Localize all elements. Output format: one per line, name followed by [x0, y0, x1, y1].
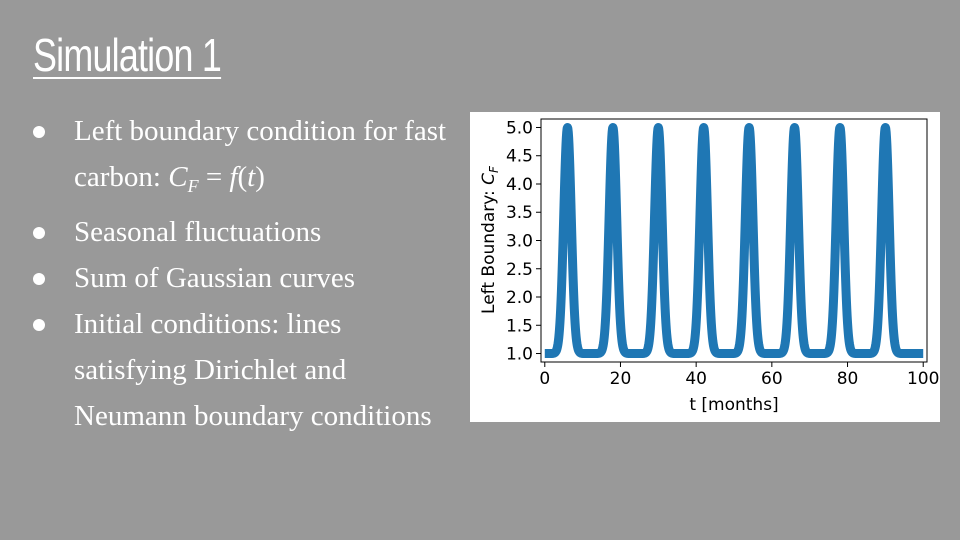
y-tick-label: 4.0 [506, 175, 533, 195]
formula-sub: F [187, 176, 199, 196]
formula-open: ( [237, 161, 248, 193]
formula-var: C [168, 161, 188, 193]
bullet-text: Left boundary condition for fast carbon: [74, 115, 447, 193]
y-axis-label-text: Left Boundary: [479, 185, 499, 314]
y-tick-label: 4.5 [506, 147, 533, 167]
bullet-dot-icon [33, 126, 45, 138]
formula-eq: = [198, 161, 230, 193]
bullet-text: Initial conditions: lines satisfying Dir… [74, 308, 432, 432]
y-tick-label: 3.0 [506, 232, 533, 252]
y-tick-label: 2.5 [506, 260, 533, 280]
bullet-item: Initial conditions: lines satisfying Dir… [30, 301, 450, 439]
bullet-item: Sum of Gaussian curves [30, 255, 450, 301]
slide-title: Simulation 1 [33, 29, 222, 81]
x-tick-label: 60 [761, 369, 783, 389]
x-tick-label: 100 [907, 369, 939, 389]
bullet-dot-icon [33, 319, 45, 331]
y-tick-label: 2.0 [506, 288, 533, 308]
series-line-0 [540, 122, 928, 359]
y-tick-label: 1.5 [506, 316, 533, 336]
x-tick-label: 80 [837, 369, 859, 389]
x-tick-label: 0 [539, 369, 550, 389]
bullet-dot-icon [33, 227, 45, 239]
x-ticks: 0 20 40 60 80 100 [539, 362, 939, 389]
y-axis-label-math: C [479, 173, 499, 185]
series-layer [540, 122, 928, 359]
formula: CF = f(t) [168, 161, 265, 196]
y-tick-label: 1.0 [506, 345, 533, 365]
formula-close: ) [255, 161, 265, 193]
bullet-list: Left boundary condition for fast carbon:… [30, 108, 450, 439]
y-ticks: 1.0 1.5 2.0 2.5 3.0 3.5 4.0 4.5 5.0 [506, 118, 541, 365]
plot-area [540, 118, 928, 363]
y-axis-label-sub: F [487, 165, 501, 173]
line-chart: 0 20 40 60 80 100 1.0 1.5 2.0 2.5 3.0 3.5 4.0 4.5 5.0… [470, 112, 940, 422]
bullet-text: Sum of Gaussian curves [74, 262, 356, 294]
formula-arg: t [247, 161, 256, 193]
formula-func: f [229, 161, 238, 193]
y-axis-label: Left Boundary: CF [479, 165, 501, 314]
y-tick-label: 3.5 [506, 203, 533, 223]
x-axis-label: t [months] [689, 395, 778, 415]
x-tick-label: 40 [685, 369, 707, 389]
bullet-dot-icon [33, 273, 45, 285]
bullet-item: Left boundary condition for fast carbon:… [30, 108, 450, 209]
bullet-text: Seasonal fluctuations [74, 216, 322, 248]
x-tick-label: 20 [610, 369, 632, 389]
bullet-item: Seasonal fluctuations [30, 209, 450, 255]
y-tick-label: 5.0 [506, 118, 533, 138]
